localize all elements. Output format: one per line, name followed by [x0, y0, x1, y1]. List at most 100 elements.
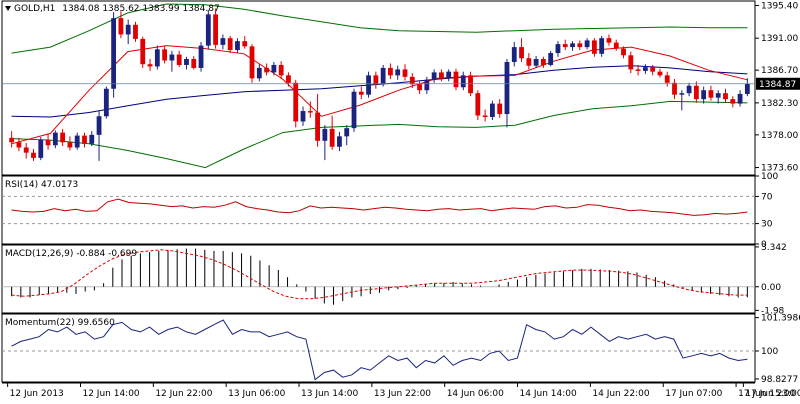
moving-average-fast-line	[11, 45, 748, 145]
candle-body-19	[147, 64, 153, 67]
price-axis-tick-label-3: 1382.30	[761, 99, 798, 109]
dropdown-triangle-icon[interactable]	[5, 6, 11, 11]
candle-body-91	[672, 82, 677, 95]
symbol-header: GOLD,H1 1384.08 1385.62 1383.99 1384.87	[5, 4, 220, 14]
candle-body-60	[446, 71, 452, 79]
candle-body-41	[307, 111, 313, 113]
candle-body-68	[504, 61, 510, 115]
time-tick-label-10: 17 Jun 15:00	[738, 389, 795, 399]
candle-body-66	[490, 103, 495, 117]
time-tick-label-8: 14 Jun 22:00	[592, 389, 649, 399]
candle-body-85	[628, 55, 634, 70]
candle-body-64	[475, 93, 481, 116]
macd-axis-tick-label-1: 0.00	[761, 283, 781, 293]
candle-body-16	[125, 24, 131, 35]
candle-body-88	[650, 67, 656, 72]
candle-body-71	[526, 58, 532, 66]
candle-body-50	[373, 75, 379, 85]
candle-body-1	[16, 142, 22, 148]
candle-body-61	[453, 71, 459, 88]
ohlc-label: 1384.08 1385.62 1383.99 1384.87	[62, 4, 220, 14]
candle-body-13	[103, 88, 109, 117]
candle-body-97	[715, 93, 721, 98]
candle-body-21	[162, 49, 168, 61]
rsi-axis-tick-label-1: 70	[761, 192, 773, 202]
candle-body-70	[519, 47, 524, 59]
candle-body-12	[96, 116, 102, 135]
candle-body-27	[205, 14, 211, 46]
candle-body-89	[657, 71, 663, 76]
candle-body-78	[577, 43, 583, 48]
candle-body-38	[286, 75, 291, 83]
momentum-pane-frame	[1, 313, 756, 383]
candle-body-101	[744, 83, 750, 94]
candle-body-0	[9, 137, 15, 143]
momentum-axis-tick-label-0: 101.3986	[761, 314, 800, 324]
candle-body-86	[635, 69, 641, 71]
candle-body-62	[460, 75, 466, 88]
candle-body-98	[723, 93, 728, 100]
time-tick-label-7: 14 Jun 14:00	[520, 389, 577, 399]
candle-body-31	[235, 41, 240, 51]
candle-body-73	[540, 59, 546, 65]
candle-body-52	[388, 67, 393, 76]
price-axis-tick-label-4: 1378.00	[761, 131, 798, 141]
time-tick-label-4: 13 Jun 14:00	[301, 389, 358, 399]
candle-body-58	[431, 72, 437, 80]
time-tick-label-11: 17 Jun 23:00	[745, 389, 800, 399]
price-axis-tick-label-1: 1391.00	[761, 34, 798, 44]
current-price-label: 1384.87	[759, 80, 796, 90]
macd-axis-tick-label-0: 3.342	[761, 243, 787, 253]
candle-body-33	[249, 46, 255, 79]
candle-body-63	[468, 75, 473, 94]
candle-body-24	[184, 59, 189, 65]
candle-body-7	[60, 132, 66, 143]
candle-body-94	[693, 85, 699, 100]
candle-body-10	[82, 135, 87, 144]
rsi-axis-tick-label-3: 0	[761, 240, 767, 250]
candle-body-72	[533, 59, 539, 66]
candle-body-42	[315, 112, 320, 141]
candle-body-14	[111, 18, 117, 89]
macd-histogram-group	[11, 248, 748, 305]
candle-body-87	[642, 67, 648, 71]
candle-body-3	[31, 152, 36, 158]
candle-body-4	[38, 140, 44, 158]
rsi-axis-tick-label-0: 100	[761, 172, 778, 182]
macd-signal-line	[11, 249, 748, 300]
candle-body-96	[708, 90, 714, 98]
candle-body-2	[23, 147, 29, 153]
candle-body-35	[264, 67, 269, 73]
candle-body-93	[686, 85, 692, 94]
time-tick-label-6: 14 Jun 06:00	[447, 389, 504, 399]
time-tick-label-5: 13 Jun 22:00	[374, 389, 431, 399]
candle-body-92	[679, 93, 685, 95]
candle-body-8	[67, 142, 73, 148]
candle-body-44	[329, 128, 335, 147]
candle-body-34	[256, 67, 262, 79]
momentum-title: Momentum(22) 99.6560	[5, 318, 115, 328]
candle-body-48	[358, 91, 364, 95]
candle-body-76	[562, 44, 568, 48]
candle-body-47	[351, 91, 357, 129]
candle-body-95	[701, 90, 707, 100]
time-tick-label-1: 12 Jun 14:00	[82, 389, 139, 399]
candle-body-69	[511, 47, 517, 62]
candle-body-22	[169, 54, 175, 61]
candle-body-57	[424, 79, 430, 91]
price-axis-tick-label-0: 1395.40	[761, 1, 798, 11]
candle-body-49	[366, 75, 371, 95]
candle-body-28	[213, 14, 219, 45]
candle-body-15	[118, 18, 124, 35]
price-axis-tick-label-5: 1373.60	[761, 164, 798, 174]
candle-body-77	[570, 43, 575, 48]
candles-group	[9, 8, 750, 161]
candle-body-54	[402, 69, 408, 77]
candle-body-100	[737, 93, 743, 104]
candle-body-18	[140, 38, 146, 65]
macd-title: MACD(12,26,9) -0.884 -0.699	[5, 249, 138, 259]
candle-body-36	[271, 64, 277, 73]
bollinger-upper-line	[11, 3, 748, 54]
symbol-label: GOLD,H1	[14, 4, 56, 14]
